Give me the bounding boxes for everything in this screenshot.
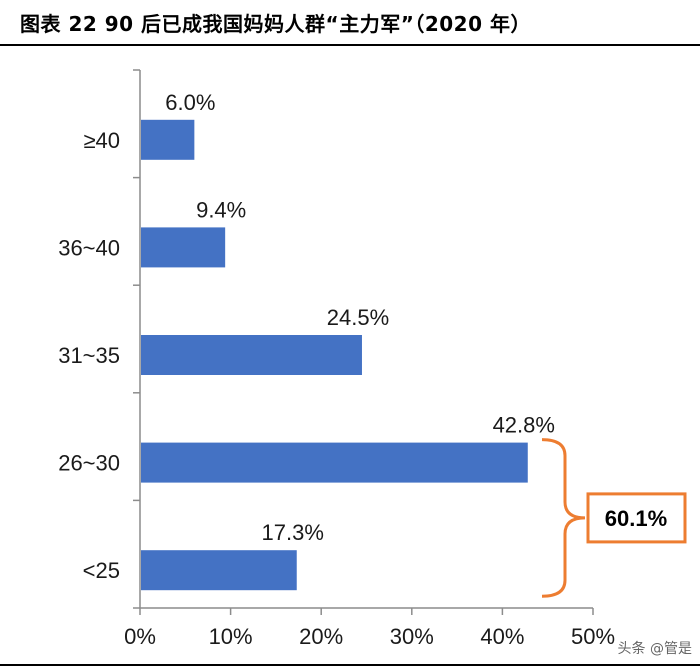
category-label: 26~30 <box>58 451 120 476</box>
category-label: 36~40 <box>58 235 120 260</box>
category-label: ≥40 <box>83 128 120 153</box>
x-tick-label: 0% <box>124 624 156 649</box>
bar <box>141 442 528 483</box>
x-tick-label: 30% <box>390 624 434 649</box>
value-label: 17.3% <box>262 520 324 545</box>
title-bar: 图表 22 90 后已成我国妈妈人群“主力军”（2020 年） <box>0 0 700 46</box>
bar <box>141 550 297 591</box>
x-tick-label: 10% <box>209 624 253 649</box>
category-label: <25 <box>83 558 120 583</box>
bar <box>141 119 195 160</box>
page-title: 图表 22 90 后已成我国妈妈人群“主力军”（2020 年） <box>20 12 531 36</box>
bar <box>141 335 362 375</box>
value-label: 24.5% <box>327 305 389 330</box>
bar <box>141 227 226 268</box>
x-tick-label: 40% <box>480 624 524 649</box>
value-label: 9.4% <box>196 197 246 222</box>
value-label: 6.0% <box>165 90 215 115</box>
x-tick-label: 20% <box>299 624 343 649</box>
value-label: 42.8% <box>493 413 555 438</box>
annotation-label: 60.1% <box>605 506 667 531</box>
annotation-box <box>586 492 687 544</box>
bottom-divider <box>0 664 700 666</box>
x-tick-label: 50% <box>571 624 615 649</box>
annotation-bracket <box>541 438 586 598</box>
category-label: 31~35 <box>58 343 120 368</box>
watermark: 头条 @管是 <box>617 641 692 657</box>
